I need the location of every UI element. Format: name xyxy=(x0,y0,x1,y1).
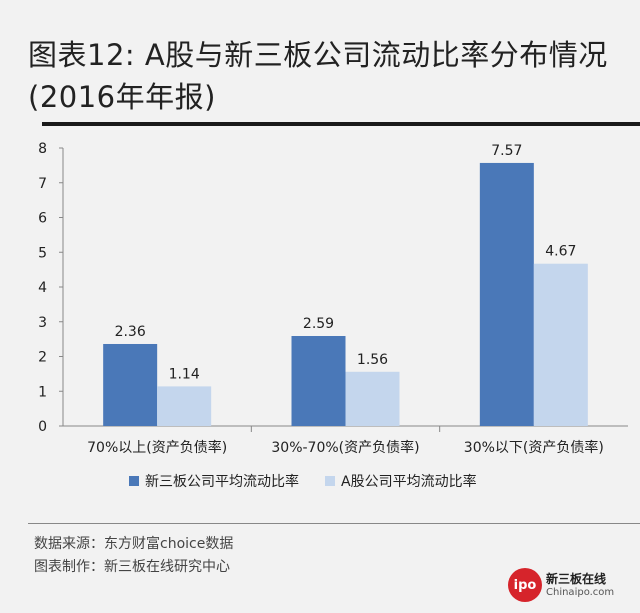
data-label: 1.14 xyxy=(169,366,200,382)
legend-swatch xyxy=(325,476,335,486)
data-label: 7.57 xyxy=(491,143,522,159)
data-label: 1.56 xyxy=(357,352,388,368)
y-tick-label: 7 xyxy=(38,176,47,192)
y-tick-label: 1 xyxy=(38,384,47,400)
data-label: 2.36 xyxy=(115,324,146,340)
x-category-label: 30%以下(资产负债率) xyxy=(464,439,604,456)
data-label: 2.59 xyxy=(303,316,334,332)
bar-xinsanban xyxy=(291,335,346,426)
y-tick-label: 0 xyxy=(38,419,47,435)
y-tick-label: 5 xyxy=(38,245,47,261)
brand-name: 新三板在线 xyxy=(546,572,607,586)
bar-xinsanban xyxy=(103,343,158,426)
y-tick-label: 6 xyxy=(38,211,47,227)
bar-chart: 0 1 2 3 4 5 6 7 8 2.36 1.14 70%以上(资产负债率) 2.59 1.56 30%… xyxy=(38,141,628,490)
y-tick-label: 4 xyxy=(38,280,47,296)
bar-xinsanban xyxy=(479,162,534,426)
title-divider xyxy=(42,122,640,126)
ipo-logo-icon: ipo xyxy=(508,568,542,602)
chart-title: 图表12: A股与新三板公司流动比率分布情况(2016年年报) xyxy=(28,38,608,114)
legend-label: 新三板公司平均流动比率 xyxy=(145,473,299,490)
brand-url: Chinaipo.com xyxy=(546,587,615,598)
y-tick-label: 8 xyxy=(38,141,47,157)
brand-logo: ipo 新三板在线 Chinaipo.com xyxy=(508,566,628,606)
bar-a-share xyxy=(533,263,588,426)
data-label: 4.67 xyxy=(545,244,576,260)
x-category-label: 30%-70%(资产负债率) xyxy=(271,439,419,456)
x-category-label: 70%以上(资产负债率) xyxy=(87,439,227,456)
legend-label: A股公司平均流动比率 xyxy=(341,473,477,490)
bar-a-share xyxy=(345,371,400,426)
y-tick-label: 3 xyxy=(38,315,47,331)
y-tick-label: 2 xyxy=(38,350,47,366)
footer-divider xyxy=(28,523,640,524)
legend-swatch xyxy=(129,476,139,486)
bar-a-share xyxy=(157,386,212,426)
chart-maker-text: 图表制作：新三板在线研究中心 xyxy=(34,559,230,575)
data-source-text: 数据来源：东方财富choice数据 xyxy=(34,536,234,552)
